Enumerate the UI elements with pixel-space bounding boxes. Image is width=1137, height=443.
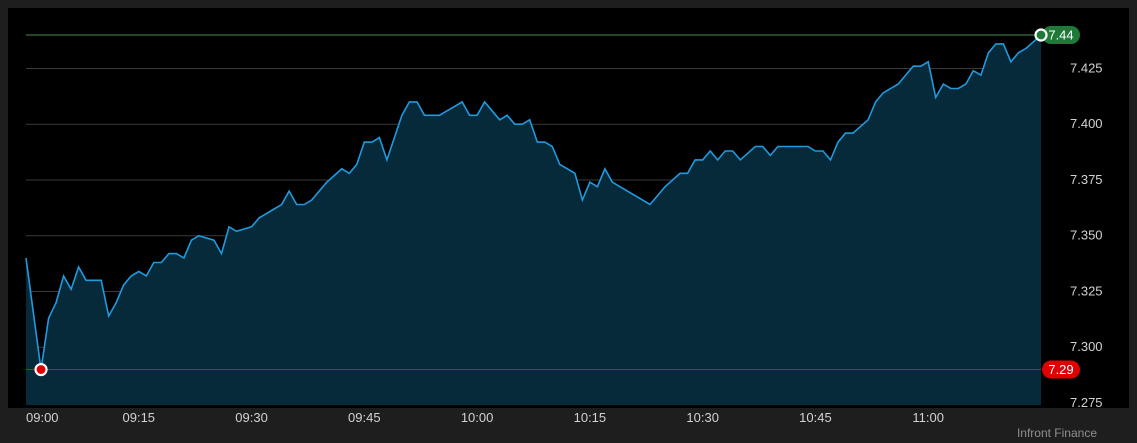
x-axis-ticks: 09:00 09:15 09:30 09:45 10:00 10:15 10:30 10:45… [26,410,944,425]
y-axis-ticks: 7.275 7.300 7.325 7.350 7.375 7.400 7.425 [1070,60,1103,410]
low-marker [34,362,48,377]
x-tick-label: 09:30 [235,410,268,425]
high-marker [1034,28,1048,42]
high-badge-label: 7.44 [1048,28,1073,43]
y-tick-label: 7.350 [1070,228,1103,243]
y-tick-label: 7.300 [1070,339,1103,354]
y-tick-label: 7.275 [1070,395,1103,410]
y-tick-label: 7.400 [1070,116,1103,131]
x-tick-label: 10:15 [574,410,607,425]
low-badge-label: 7.29 [1048,362,1073,377]
price-line [25,34,1042,370]
x-tick-label: 09:00 [26,410,59,425]
x-tick-label: 10:45 [799,410,832,425]
y-tick-label: 7.325 [1070,283,1103,298]
y-tick-label: 7.425 [1070,60,1103,75]
x-tick-label: 11:00 [912,410,944,425]
x-tick-label: 10:30 [686,410,719,425]
high-badge-pill [1042,26,1080,44]
x-tick-label: 10:00 [461,410,494,425]
price-badges: 7.44 7.29 [34,26,1080,379]
y-tick-label: 7.375 [1070,172,1103,187]
high-badge: 7.44 [1042,26,1080,44]
x-tick-label: 09:45 [348,410,381,425]
price-area [26,35,1041,405]
x-tick-label: 09:15 [123,410,156,425]
chart-credit: Infront Finance [1016,426,1097,440]
low-badge: 7.29 [1042,360,1080,379]
low-badge-pill [1042,360,1080,379]
